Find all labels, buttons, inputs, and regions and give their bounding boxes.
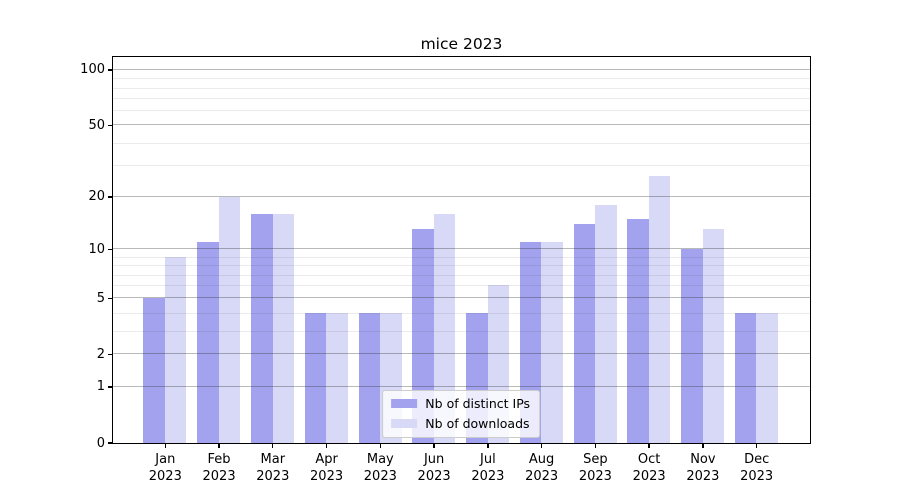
bar-ips-9 [627,218,649,443]
x-tick-label: Feb 2023 [202,452,236,484]
y-gridline-minor [112,165,810,167]
legend-label-downloads: Nb of downloads [425,415,530,431]
bar-downloads-5 [433,213,456,443]
y-gridline-major [112,297,810,299]
x-tick-label: Oct 2023 [632,452,666,484]
x-tick-label: Sep 2023 [578,452,612,484]
y-tick-label: 50 [88,117,105,133]
y-tick [108,353,113,355]
y-gridline-minor [112,87,810,89]
bar-ips-11 [734,312,757,443]
bar-ips-8 [573,223,596,443]
y-gridline-minor [112,78,810,80]
bar-ips-3 [304,312,327,443]
y-gridline-minor [112,312,810,314]
bar-ips-5 [412,229,434,443]
x-tick-label: Dec 2023 [740,452,774,484]
y-tick-label: 2 [96,346,105,362]
x-tick [540,443,543,448]
y-gridline-minor [112,256,810,258]
y-gridline-major [112,386,810,388]
y-gridline-major [112,69,810,71]
bar-ips-4 [358,312,381,443]
bar-ips-0 [143,297,165,443]
y-gridline-minor [112,285,810,287]
legend-entry-distinct-ips: Nb of distinct IPs [391,396,530,412]
legend-swatch-downloads [391,419,418,429]
y-tick-label: 1 [96,379,105,395]
bar-ips-1 [197,241,219,443]
x-tick-label: Jul 2023 [471,452,505,484]
x-tick [487,443,489,448]
x-tick [164,443,166,448]
x-tick-label: Mar 2023 [256,452,290,484]
y-tick-label: 20 [88,189,105,205]
y-tick [108,124,113,126]
y-gridline-minor [112,330,810,332]
legend-entry-downloads: Nb of downloads [391,416,530,432]
y-tick-label: 0 [96,435,105,451]
x-tick [648,443,650,448]
x-tick-label: May 2023 [363,452,397,484]
y-gridline-major [112,248,810,250]
legend: Nb of distinct IPs Nb of downloads [382,389,541,438]
y-tick-label: 100 [80,62,105,78]
y-gridline-major [112,353,810,355]
x-tick-label: Apr 2023 [310,452,344,484]
y-tick [108,386,113,388]
x-tick [218,443,220,448]
x-tick [594,443,597,448]
y-gridline-minor [112,98,810,100]
x-tick-label: Jun 2023 [417,452,451,484]
x-tick [702,443,704,448]
y-tick-label: 10 [88,241,105,257]
y-tick [108,442,113,444]
bar-downloads-3 [326,312,348,443]
bar-downloads-10 [702,229,725,443]
bar-downloads-9 [648,176,671,443]
bar-downloads-7 [541,241,563,443]
x-tick-label: Jan 2023 [148,452,182,484]
legend-label-distinct-ips: Nb of distinct IPs [425,395,531,411]
x-tick-label: Nov 2023 [686,452,720,484]
bar-downloads-8 [595,204,617,443]
y-gridline-major [112,196,810,198]
bar-ips-2 [251,213,273,443]
y-tick [108,69,113,71]
y-tick [108,196,113,198]
legend-swatch-distinct-ips [391,399,418,409]
bar-ips-10 [681,248,703,443]
x-tick [379,443,381,448]
chart-title: mice 2023 [420,35,503,53]
y-tick [108,248,113,250]
x-tick [756,443,758,448]
y-tick [108,297,113,299]
bar-downloads-0 [164,256,187,443]
x-tick [325,443,328,448]
x-tick-label: Aug 2023 [525,452,559,484]
y-gridline-minor [112,110,810,112]
plot-area: Nb of distinct IPs Nb of downloads [111,55,811,444]
x-tick [272,443,274,448]
y-gridline-major [112,124,810,126]
y-gridline-minor [112,142,810,144]
bar-downloads-11 [756,312,778,443]
bar-downloads-2 [272,213,294,443]
y-gridline-minor [112,265,810,267]
x-tick [433,443,435,448]
bar-downloads-1 [218,196,241,443]
y-tick-label: 5 [96,290,105,306]
y-gridline-minor [112,274,810,276]
